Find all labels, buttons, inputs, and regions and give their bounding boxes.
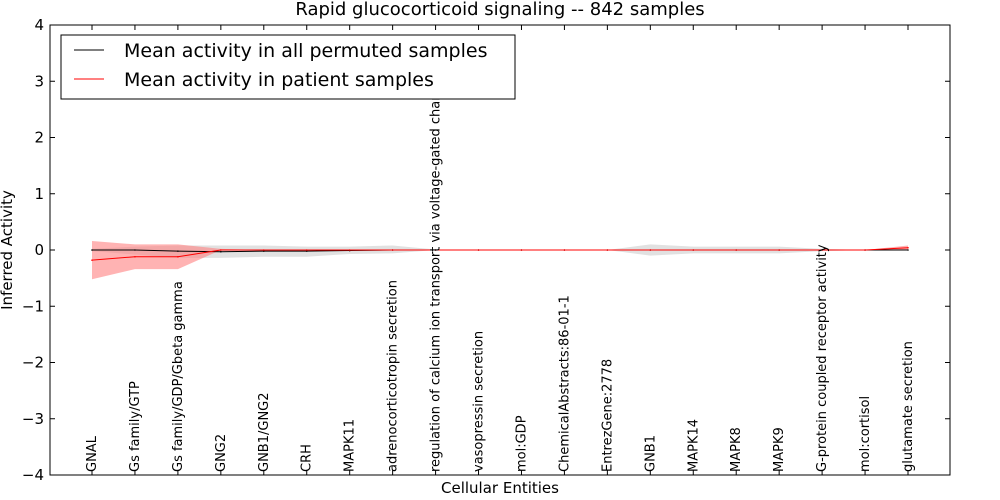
x-tick-label: G-protein coupled receptor activity — [815, 244, 830, 472]
x-tick-label: vasopressin secretion — [472, 331, 487, 472]
point-series-0-3 — [220, 250, 222, 253]
x-tick-label: MAPK8 — [729, 427, 744, 472]
legend-box — [60, 34, 516, 100]
x-tick-label: glutamate secretion — [901, 341, 916, 472]
x-tick-label: GNAL — [85, 435, 100, 472]
point-series-0-5 — [305, 250, 308, 252]
point-series-1-14 — [692, 249, 695, 251]
point-series-1-12 — [606, 249, 609, 251]
y-tick-label: 3 — [34, 72, 44, 90]
point-series-0-4 — [262, 250, 265, 252]
y-tick-label: 1 — [34, 185, 44, 203]
y-axis: −4 −3 −2 −1 0 1 2 3 4 — [22, 16, 950, 484]
x-axis-label: Cellular Entities — [441, 479, 559, 497]
legend-label-patient: Mean activity in patient samples — [124, 69, 434, 91]
x-tick-label: regulation of calcium ion transport via … — [429, 73, 444, 472]
point-series-0-2 — [177, 250, 179, 252]
point-series-1-11 — [563, 249, 566, 251]
point-series-1-13 — [649, 249, 652, 251]
point-series-1-5 — [305, 249, 308, 251]
point-series-1-3 — [220, 249, 222, 251]
point-series-1-9 — [477, 249, 480, 251]
line-series-1 — [91, 247, 909, 261]
point-series-1-17 — [821, 249, 823, 251]
point-series-1-8 — [434, 249, 437, 251]
x-tick-label: GNB1 — [643, 435, 658, 472]
y-tick-label: 4 — [34, 16, 44, 34]
series-lines — [91, 246, 909, 261]
point-series-1-7 — [391, 249, 394, 251]
point-series-1-18 — [864, 249, 866, 251]
point-series-0-19 — [907, 249, 909, 251]
x-tick-label: MAPK14 — [686, 419, 701, 472]
x-tick-label: adrenocorticotropin secretion — [386, 280, 401, 472]
x-tick-label: mol:cortisol — [858, 396, 873, 472]
point-series-1-19 — [907, 246, 909, 249]
x-tick-label: EntrezGene:2778 — [600, 359, 615, 472]
point-series-1-2 — [177, 255, 179, 258]
y-tick-label: −3 — [22, 410, 44, 428]
confidence-bands — [92, 241, 908, 280]
x-tick-labels: GNAL Gs family/GTP Gs family/GDP/Gbeta gam… — [85, 25, 916, 475]
x-tick-label: MAPK11 — [343, 419, 358, 472]
x-tick-label: Gs family/GTP — [128, 381, 143, 472]
y-axis-label: Inferred Activity — [0, 190, 16, 310]
x-tick-label: MAPK9 — [772, 427, 787, 472]
y-tick-label: −1 — [22, 297, 44, 315]
y-tick-label: 2 — [34, 129, 44, 147]
y-tick-label: −4 — [22, 466, 44, 484]
point-series-1-10 — [520, 249, 523, 251]
point-series-1-1 — [134, 255, 136, 258]
band-series-0 — [92, 244, 908, 258]
x-tick-label: ChemicalAbstracts:86-01-1 — [557, 295, 572, 472]
point-series-1-4 — [262, 249, 265, 251]
x-tick-label: CRH — [300, 444, 315, 472]
point-series-0-0 — [91, 249, 93, 251]
x-tick-label: GNB1/GNG2 — [257, 392, 272, 472]
point-series-1-16 — [778, 249, 780, 251]
y-tick-label: 0 — [34, 241, 44, 259]
y-tick-label: −2 — [22, 354, 44, 372]
band-series-1 — [92, 241, 908, 280]
x-tick-label: Gs family/GDP/Gbeta gamma — [171, 281, 186, 472]
x-tick-label: mol:GDP — [514, 415, 529, 472]
legend: Mean activity in all permuted samples Me… — [60, 34, 516, 100]
x-tick-label: GNG2 — [214, 434, 229, 472]
point-series-1-6 — [348, 249, 351, 251]
chart-title: Rapid glucocorticoid signaling -- 842 sa… — [295, 0, 704, 20]
legend-label-permuted: Mean activity in all permuted samples — [124, 40, 487, 62]
point-series-0-1 — [134, 249, 136, 251]
point-series-1-0 — [91, 259, 93, 261]
point-series-1-15 — [735, 249, 738, 251]
